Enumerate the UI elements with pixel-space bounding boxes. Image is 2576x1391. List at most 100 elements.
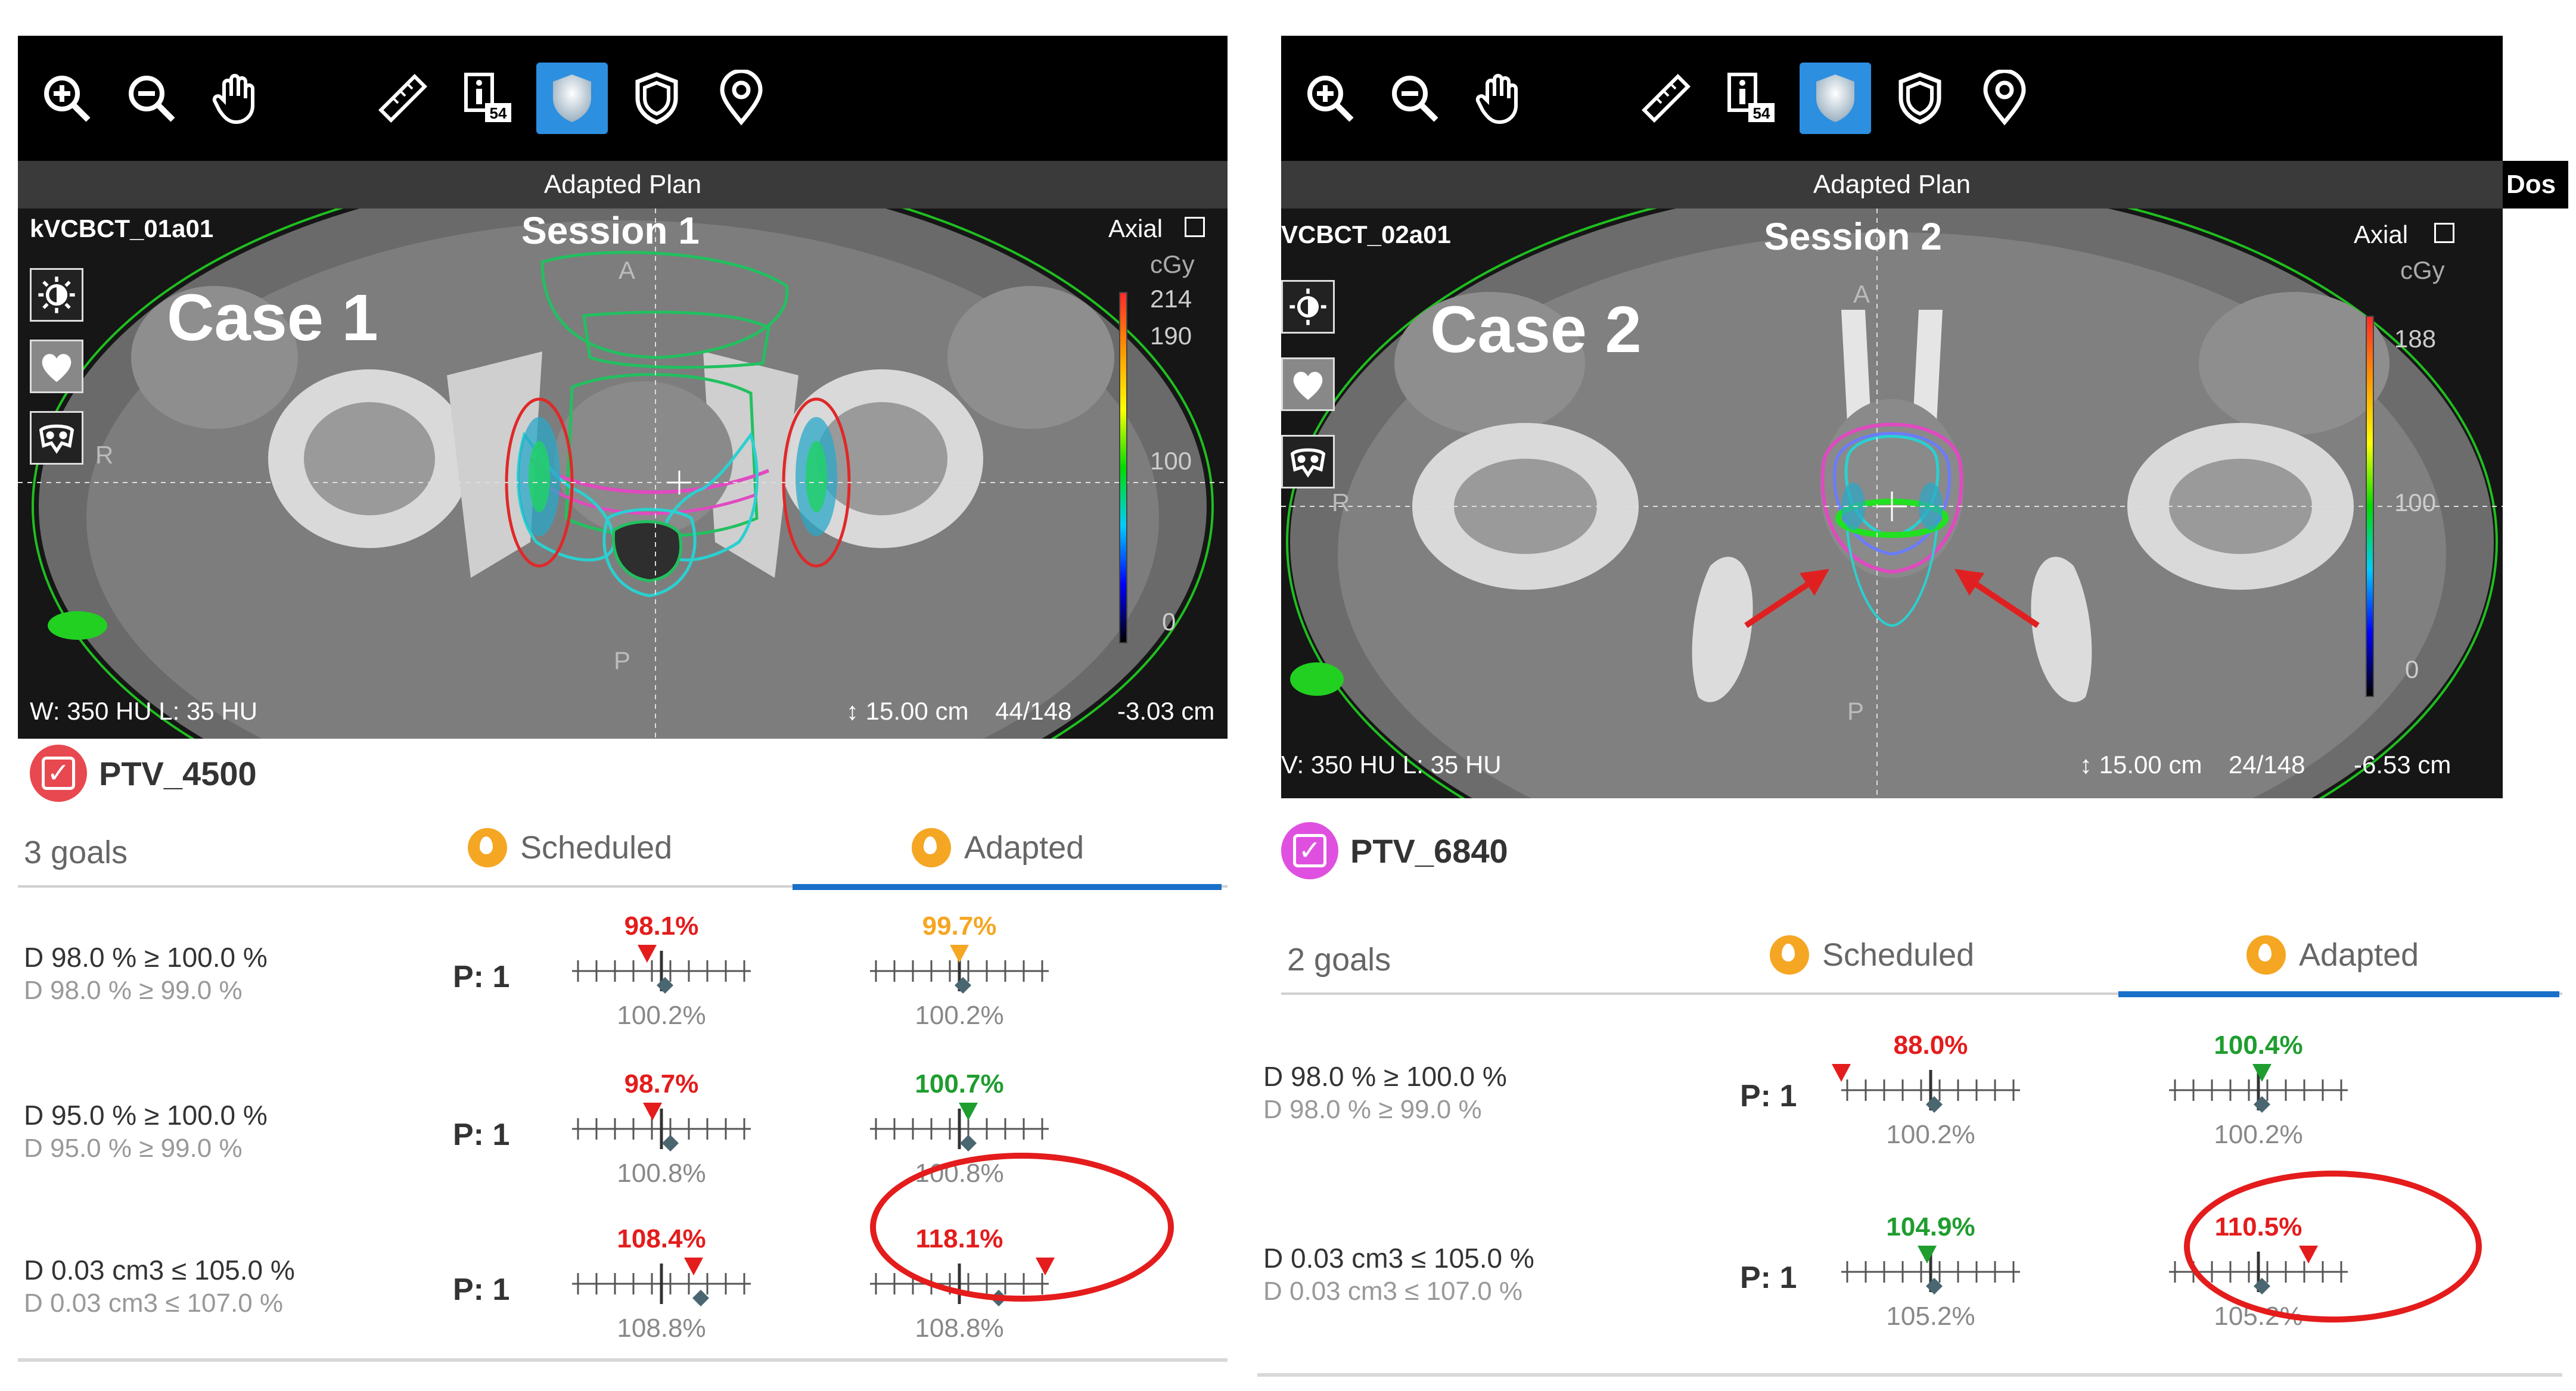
structure-header[interactable]: ✓ PTV_4500: [30, 745, 257, 802]
plan-drop-icon: [912, 828, 951, 867]
slice-position: -3.03 cm: [1117, 697, 1215, 725]
dose-panel-tab[interactable]: Dos: [2503, 161, 2568, 209]
goal-priority: P: 1: [453, 1118, 510, 1152]
posterior-label: P: [614, 646, 631, 674]
structure-visibility-checkbox[interactable]: ✓: [30, 745, 87, 802]
structure-name: PTV_6840: [1350, 832, 1508, 870]
goal-row[interactable]: D 0.03 cm3 ≤ 105.0 % D 0.03 cm3 ≤ 107.0 %…: [18, 1224, 1299, 1355]
window-level: V: 350 HU L: 35 HU: [1281, 751, 1502, 779]
info-button[interactable]: 54: [452, 63, 523, 134]
dose-scale-min: 0: [1162, 608, 1176, 636]
structure-name: PTV_4500: [99, 754, 257, 792]
goal-scale-bar: [2169, 1064, 2348, 1113]
dose-scale-max: 188: [2394, 325, 2437, 353]
dose-scale-mid: 100: [2394, 488, 2437, 516]
reference-value-marker: [2254, 1096, 2270, 1113]
zoom-in-icon: [44, 76, 91, 122]
right-label: R: [1332, 488, 1350, 516]
dose-display-button[interactable]: [1800, 63, 1871, 134]
view-orientation: Axial: [1108, 214, 1163, 242]
divider: [1257, 1373, 2562, 1377]
reference-value-marker: [955, 977, 971, 994]
heart-icon: [42, 354, 72, 382]
goal-acceptable-variation: D 95.0 % ≥ 99.0 %: [24, 1134, 243, 1163]
window-level-tool[interactable]: [1281, 280, 1335, 334]
slice-position: -6.53 cm: [2354, 751, 2451, 779]
location-pin-icon: [720, 70, 763, 126]
goal-row[interactable]: D 98.0 % ≥ 100.0 % D 98.0 % ≥ 99.0 % P: 1 8…: [1257, 1031, 2538, 1162]
ruler-button[interactable]: [367, 63, 439, 134]
reference-value-marker: [692, 1290, 709, 1306]
plan-drop-icon: [1770, 935, 1809, 975]
structure-outline-button[interactable]: [1884, 63, 1956, 134]
structure-visibility-checkbox[interactable]: ✓: [1281, 822, 1338, 879]
zoom-out-icon: [129, 76, 175, 122]
zoom-in-button[interactable]: [31, 63, 102, 134]
goal-acceptable-variation: D 98.0 % ≥ 99.0 %: [1263, 1095, 1482, 1124]
ruler-icon: [378, 73, 428, 123]
goal-scale-bar: [870, 945, 1049, 994]
dose-unit: cGy: [2400, 256, 2445, 284]
goal-priority: P: 1: [453, 960, 510, 994]
tab-scheduled[interactable]: Scheduled: [468, 828, 672, 867]
info-button[interactable]: 54: [1715, 63, 1786, 134]
anterior-label: A: [1853, 280, 1870, 308]
body-display-tool[interactable]: [30, 411, 83, 465]
case-label: Case 1: [167, 281, 378, 354]
zoom-out-button[interactable]: [116, 63, 187, 134]
window-level-tool[interactable]: [30, 268, 83, 322]
dose-scale-rx: 190: [1150, 322, 1192, 350]
scheduled-goal-gauge: 98.7% 100.8%: [566, 1069, 757, 1188]
dose-scale-mid: 100: [1150, 447, 1192, 475]
goals-header: 2 goals Scheduled Adapted: [1281, 929, 2562, 997]
pan-button[interactable]: [1463, 63, 1535, 134]
scheduled-goal-gauge: 88.0% 100.2%: [1832, 1031, 2026, 1150]
dose-display-button[interactable]: [536, 63, 608, 134]
view-orientation: Axial: [2354, 220, 2409, 248]
tab-adapted[interactable]: Adapted: [2246, 935, 2419, 975]
ct-image-viewer[interactable]: VCBCT_02a01 Session 2 Case 2 Axial cGy 1…: [1281, 209, 2503, 798]
goal-row[interactable]: D 98.0 % ≥ 100.0 % D 98.0 % ≥ 99.0 % P: 1 9…: [18, 911, 1299, 1043]
tab-adapted[interactable]: Adapted: [912, 828, 1084, 867]
case-label: Case 2: [1430, 293, 1642, 366]
goal-scale-bar: [1841, 1246, 2020, 1294]
plan-title-bar: Adapted Plan: [1281, 161, 2503, 209]
active-tab-indicator: [2118, 991, 2559, 997]
goal-acceptable-variation: D 98.0 % ≥ 99.0 %: [24, 976, 243, 1005]
slice-index: 24/148: [2229, 751, 2305, 779]
scheduled-achieved-value: 104.9%: [1886, 1212, 1975, 1241]
reference-value-marker: [1926, 1278, 1943, 1294]
organ-display-tool[interactable]: [1281, 357, 1335, 411]
zoom-out-button[interactable]: [1379, 63, 1450, 134]
marker-button[interactable]: [706, 63, 777, 134]
orientation-checkbox[interactable]: [1185, 217, 1205, 237]
ct-image-viewer[interactable]: kVCBCT_01a01 Session 1 Case 1 Axial cGy …: [18, 209, 1228, 739]
reference-value-marker: [1926, 1096, 1943, 1113]
adapted-reference-value: 100.2%: [2214, 1120, 2303, 1149]
marker-button[interactable]: [1969, 63, 2040, 134]
session-title: Session 2: [1764, 215, 1942, 258]
scheduled-reference-value: 100.2%: [1886, 1120, 1975, 1149]
scheduled-reference-value: 108.8%: [617, 1314, 706, 1343]
pelvis-icon: [39, 424, 74, 454]
shield-outline-icon: [1898, 72, 1941, 125]
dose-color-scale: [1119, 292, 1127, 643]
structure-outline-button[interactable]: [621, 63, 692, 134]
plan-drop-icon: [468, 828, 507, 867]
ruler-button[interactable]: [1630, 63, 1702, 134]
ct-scan-image: [18, 209, 1228, 739]
body-display-tool[interactable]: [1281, 435, 1335, 488]
reference-value-marker: [662, 1135, 679, 1152]
shield-filled-icon: [1816, 74, 1854, 122]
tab-scheduled[interactable]: Scheduled: [1770, 935, 1974, 975]
orientation-checkbox[interactable]: [2434, 223, 2454, 243]
slice-thickness: ↕ 15.00 cm: [2080, 751, 2202, 779]
zoom-in-icon: [1307, 76, 1354, 122]
organ-display-tool[interactable]: [30, 340, 83, 393]
zoom-in-button[interactable]: [1294, 63, 1366, 134]
goal-objective: D 95.0 % ≥ 100.0 %: [24, 1100, 268, 1131]
info-badge: 54: [490, 104, 507, 122]
pan-button[interactable]: [200, 63, 272, 134]
structure-header[interactable]: ✓ PTV_6840: [1281, 822, 1508, 879]
zoom-out-icon: [1392, 76, 1438, 122]
